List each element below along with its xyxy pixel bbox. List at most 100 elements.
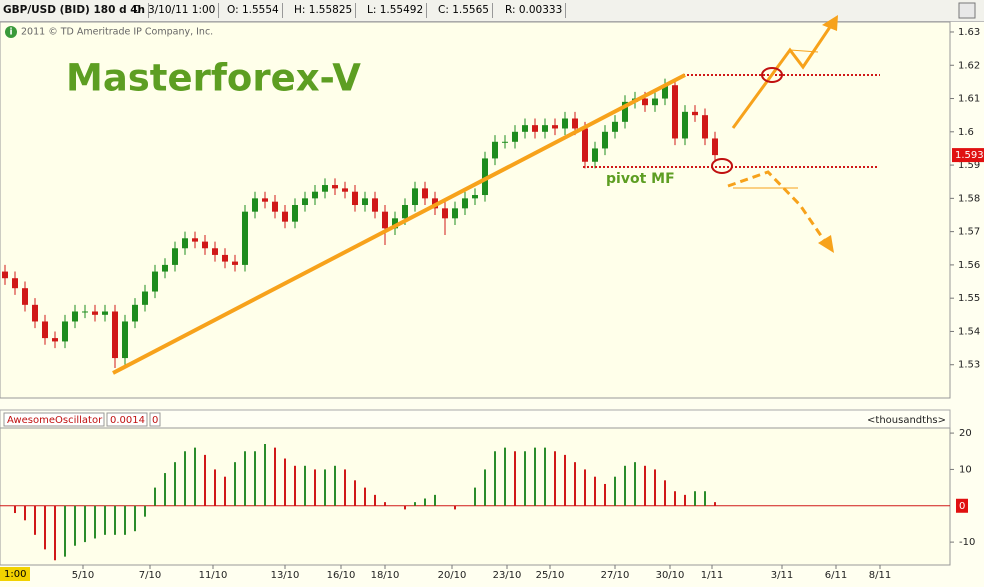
readout-box (149, 412, 161, 427)
candle-body (72, 311, 78, 322)
candle-body (292, 205, 298, 222)
candle-body (652, 98, 658, 106)
candle-body (122, 321, 128, 359)
y-tick-label: 1.57 (958, 227, 980, 238)
candle-body (262, 198, 268, 202)
candle-body (52, 338, 58, 342)
candle-body (162, 264, 168, 272)
candle-body (562, 118, 568, 129)
marks: 1.63 1.62 1.61 1.6 1.59 1.58 1.57 1.56 1.55 1.54 1… (0, 27, 984, 581)
info-icon[interactable] (5, 26, 17, 38)
y-tick-label: 10 (959, 464, 972, 475)
candle-body (332, 185, 338, 189)
y-tick-label: 1.62 (958, 60, 980, 71)
candle-body (302, 198, 308, 206)
last-price-box (952, 148, 984, 163)
candle-body (172, 248, 178, 265)
candle-body (712, 138, 718, 156)
candle-body (702, 115, 708, 139)
indicator-readout: 0.0014 (110, 415, 145, 426)
candle-body (252, 198, 258, 212)
x-tick-label: 20/10 (438, 570, 467, 581)
candle-body (342, 188, 348, 192)
low-readout: L: 1.55492 (364, 3, 428, 18)
zero-tick-box (956, 498, 968, 513)
trend-line (112, 73, 686, 375)
y-tick-label: 1.63 (958, 27, 980, 38)
candle-body (572, 118, 578, 129)
candle-body (12, 278, 18, 289)
candle-body (552, 125, 558, 129)
candle-body (282, 211, 288, 222)
level-mark (789, 49, 819, 53)
date-readout: D: 3/10/11 1:00 (130, 3, 220, 18)
candle-body (512, 131, 518, 142)
candle-body (142, 291, 148, 305)
candle-body (592, 148, 598, 162)
candle-body (42, 321, 48, 339)
units-label: <thousandths> (867, 415, 946, 426)
candle-body (202, 241, 208, 249)
candle-body (402, 205, 408, 219)
candle-body (472, 195, 478, 199)
candle-body (362, 198, 368, 206)
candle-body (22, 288, 28, 305)
candle-body (182, 238, 188, 249)
close-readout: C: 1.5565 (435, 3, 493, 18)
candle-body (442, 208, 448, 219)
candle-body (82, 311, 88, 313)
breakdown-circle (711, 158, 733, 174)
candle-body (612, 121, 618, 132)
candle-body (682, 111, 688, 139)
x-tick-label: 18/10 (371, 570, 400, 581)
y-tick-label: -10 (959, 537, 975, 548)
candle-body (492, 141, 498, 159)
x-tick-label: 7/10 (139, 570, 161, 581)
candle-body (152, 271, 158, 292)
last-price-label: 1.593 (955, 150, 984, 161)
header-bar: GBP/USD (BID) 180 d 4h D: 3/10/11 1:00 O… (0, 0, 984, 22)
candle-body (212, 248, 218, 255)
candle-body (132, 304, 138, 322)
candle-body (462, 198, 468, 209)
x-tick-label: 1/11 (701, 570, 723, 581)
candle-body (412, 188, 418, 206)
breakout-circle (761, 67, 783, 83)
candle-body (482, 158, 488, 196)
candle-body (422, 188, 428, 199)
candle-body (112, 311, 118, 359)
candle-body (372, 198, 378, 212)
info-icon-glyph: i (9, 28, 12, 38)
candle-body (542, 125, 548, 132)
candle-body (522, 125, 528, 132)
y-tick-label: 1.6 (958, 127, 974, 138)
x-tick-label: 27/10 (601, 570, 630, 581)
cursor-time-box (0, 567, 30, 581)
candle-body (222, 254, 228, 262)
x-tick-label: 16/10 (327, 570, 356, 581)
indicator-readout: 0 (152, 415, 158, 426)
drawings (112, 15, 880, 375)
candle-body (392, 218, 398, 229)
candle-body (532, 125, 538, 132)
candle-body (452, 208, 458, 219)
candle-body (602, 131, 608, 149)
indicator-box[interactable] (3, 412, 105, 427)
symbol[interactable]: GBP/USD (BID) 180 d 4h (0, 3, 150, 18)
open-readout: O: 1.5554 (224, 3, 283, 18)
x-tick-label: 5/10 (72, 570, 94, 581)
indicator-name: AwesomeOscillator (7, 415, 103, 426)
candle-body (232, 261, 238, 265)
y-tick-label: 1.61 (958, 94, 980, 105)
candle-body (672, 85, 678, 139)
x-tick-label: 23/10 (493, 570, 522, 581)
candle-body (102, 311, 108, 315)
window-button[interactable] (958, 2, 976, 19)
y-tick-label: 1.58 (958, 193, 980, 204)
candle-body (62, 321, 68, 342)
candle-body (192, 238, 198, 242)
arrowhead (818, 235, 834, 253)
x-tick-label: 13/10 (271, 570, 300, 581)
